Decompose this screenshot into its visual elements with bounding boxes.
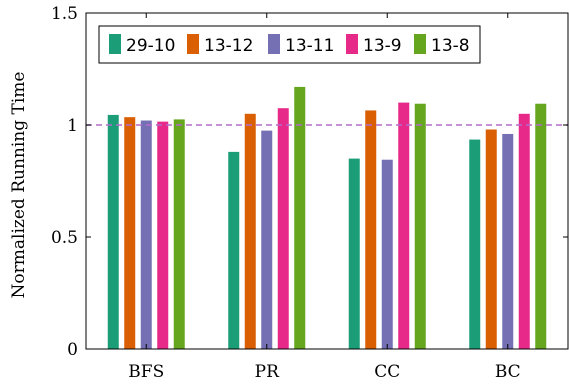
bar-bc-13-11: [502, 133, 514, 349]
plot-frame: [85, 12, 569, 350]
x-tick-label-bc: BC: [495, 362, 521, 382]
legend-swatch-13-8: [414, 34, 426, 54]
bar-bc-13-12: [485, 129, 497, 349]
bar-bfs-13-9: [157, 121, 169, 349]
legend-swatch-13-11: [268, 34, 280, 54]
bar-bc-13-9: [518, 113, 530, 349]
y-tick-label: 0.5: [51, 228, 78, 248]
bar-pr-13-8: [294, 86, 306, 350]
y-axis-label: Normalized Running Time: [9, 72, 29, 299]
legend-swatch-13-9: [346, 34, 358, 54]
legend-label-13-12: 13-12: [204, 36, 253, 56]
y-tick-label: 1: [67, 116, 78, 136]
bars-layer: [107, 86, 547, 350]
legend-label-13-9: 13-9: [363, 36, 402, 56]
bar-bfs-29-10: [107, 114, 119, 349]
legend-label-13-8: 13-8: [431, 36, 470, 56]
bar-bfs-13-12: [124, 117, 136, 349]
x-tick-label-bfs: BFS: [128, 362, 164, 382]
bar-pr-13-9: [277, 108, 289, 349]
bar-cc-13-8: [414, 103, 426, 349]
y-tick-label: 0: [67, 340, 78, 360]
legend: 29-10 13-12 13-11 13-9 13-8: [98, 25, 481, 64]
bar-cc-29-10: [348, 158, 360, 349]
x-tick-label-pr: PR: [255, 362, 280, 382]
y-tick-label: 1.5: [51, 4, 78, 24]
bar-bc-13-8: [535, 103, 547, 349]
bar-cc-13-9: [398, 102, 410, 349]
bar-pr-13-12: [244, 113, 256, 349]
bar-pr-29-10: [228, 151, 240, 349]
legend-label-13-11: 13-11: [285, 36, 334, 56]
legend-swatch-13-12: [187, 34, 199, 54]
bar-bfs-13-8: [173, 119, 185, 350]
bar-cc-13-12: [365, 110, 377, 349]
bar-bc-29-10: [469, 139, 481, 349]
bar-bfs-13-11: [140, 120, 152, 350]
bar-pr-13-11: [261, 130, 273, 349]
legend-label-29-10: 29-10: [126, 36, 175, 56]
legend-swatch-29-10: [109, 34, 121, 54]
axes-layer: 0 0.5 1 1.5 BFS PR CC BC: [51, 4, 569, 382]
bar-cc-13-11: [381, 159, 393, 349]
x-tick-label-cc: CC: [374, 362, 400, 382]
